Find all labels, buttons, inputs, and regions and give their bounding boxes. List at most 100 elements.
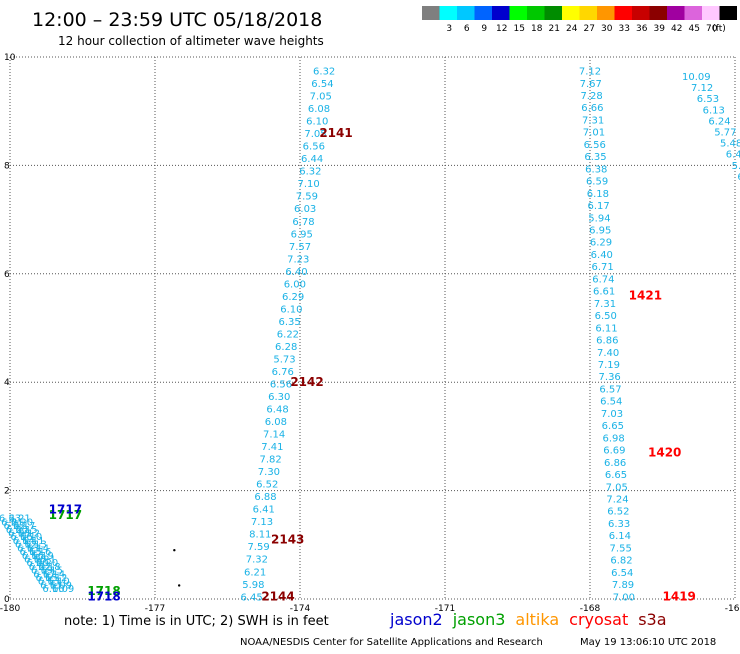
wave-height-value: 6.88: [254, 492, 276, 503]
track-s3a: 6.455.986.217.327.598.117.136.416.886.52…: [241, 67, 353, 604]
y-tick-label: 2: [4, 487, 10, 497]
wave-height-value: 6.14: [13, 536, 35, 547]
wave-height-value: 6.44: [301, 154, 323, 165]
wave-height-value: 7.24: [606, 494, 628, 505]
wave-height-value: 6.65: [602, 421, 624, 432]
wave-height-value: 6.00: [284, 279, 306, 290]
wave-height-value: 6.15: [35, 573, 57, 584]
wave-height-value: 6.41: [253, 505, 275, 516]
wave-height-value: 7.03: [601, 409, 623, 420]
wave-height-value: 6.33: [608, 519, 630, 530]
wave-height-value: 6.22: [3, 521, 25, 532]
wave-height-value: 7.13: [251, 517, 273, 528]
legend-swatch: [684, 6, 702, 20]
wave-height-value: 7.12: [691, 83, 713, 94]
wave-height-value: 6.56: [584, 140, 606, 151]
pass-label: 1420: [648, 446, 681, 460]
wave-height-value: 7.14: [263, 430, 285, 441]
satellite-name: s3a: [638, 610, 666, 629]
wave-height-value: 5.98: [242, 580, 264, 591]
legend-label: 24: [566, 24, 578, 34]
legend-swatch: [632, 6, 650, 20]
legend-label: 6: [464, 24, 470, 34]
x-tick-label: -168: [580, 604, 601, 614]
wave-height-value: 6.08: [308, 104, 330, 115]
wave-height-value: 6.98: [602, 433, 624, 444]
wave-height-value: 6.23: [0, 514, 21, 525]
wave-height-value: 6.22: [277, 329, 299, 340]
legend-swatch: [474, 6, 492, 20]
satellite-name: jason3: [452, 610, 506, 629]
wave-height-value: 7.12: [579, 67, 601, 78]
x-tick-label: -165: [725, 604, 740, 614]
color-legend: 3 6 9 12 15 18 21 24 27 30 33 36 39 42 45 70(ft): [422, 6, 737, 34]
pass-label: 2144: [261, 589, 294, 603]
wave-height-value: 6.13: [17, 543, 39, 554]
wave-height-value: 6.32: [299, 167, 321, 178]
wave-height-value: 7.05: [606, 482, 628, 493]
pass-label: 2143: [271, 532, 304, 546]
pass-label: 2141: [319, 126, 352, 140]
wave-height-value: 6.52: [256, 480, 278, 491]
wave-height-value: 6.54: [611, 568, 633, 579]
wave-height-value: 7.36: [599, 372, 621, 383]
wave-height-value: 7.23: [287, 254, 309, 265]
wave-height-value: 6.08: [265, 417, 287, 428]
legend-swatch: [614, 6, 632, 20]
wave-height-value: 6.40: [591, 250, 613, 261]
wave-height-value: 6.15: [41, 566, 63, 577]
wave-height-value: 6.28: [275, 342, 297, 353]
wave-height-value: 6.29: [590, 238, 612, 249]
legend-swatch: [457, 6, 475, 20]
wave-height-value: 6.40: [285, 267, 307, 278]
x-tick-label: -177: [145, 604, 165, 614]
legend-swatch: [439, 6, 457, 20]
pass-label: 1421: [629, 288, 662, 302]
legend-label: 15: [514, 24, 525, 34]
wave-height-value: 6.56: [303, 142, 325, 153]
wave-height-value: 6.16: [29, 547, 51, 558]
satellite-name: jason2: [389, 610, 443, 629]
legend-label: 30: [601, 24, 613, 34]
chart-subtitle: 12 hour collection of altimeter wave hei…: [58, 34, 324, 48]
satellite-legend: jason2 jason3 altika cryosat s3a: [389, 610, 667, 629]
track-s3a-east: 6.296.125.876.425.485.776.246.136.537.12…: [682, 72, 740, 183]
wave-height-value: 7.30: [258, 467, 280, 478]
wave-height-value: 6.11: [22, 536, 44, 547]
wave-height-value: 6.18: [8, 529, 30, 540]
wave-height-value: 6.10: [280, 304, 302, 315]
wave-height-value: 7.59: [247, 542, 269, 553]
wave-height-value: 5.94: [588, 213, 610, 224]
wave-height-value: 7.05: [304, 129, 326, 140]
satellite-tracks: 6.455.986.217.327.598.117.136.416.886.52…: [0, 67, 740, 604]
wave-height-value: 6.95: [291, 229, 313, 240]
wave-height-value: 6.17: [13, 521, 35, 532]
y-tick-label: 4: [4, 378, 10, 388]
wave-height-value: 6.12: [18, 529, 40, 540]
wave-height-value: 6.15: [15, 525, 37, 536]
wave-height-value: 6.14: [43, 569, 65, 580]
chart-title: 12:00 – 23:59 UTC 05/18/2018: [32, 9, 322, 31]
wave-height-value: 6.14: [27, 543, 49, 554]
legend-swatch: [492, 6, 510, 20]
wave-height-value: 6.22: [29, 562, 51, 573]
wave-height-value: 6.48: [266, 405, 288, 416]
legend-label: 9: [481, 24, 487, 34]
wave-height-value: 6.16: [22, 551, 44, 562]
wave-height-value: 5.77: [714, 128, 736, 139]
y-tick-label: 6: [4, 270, 10, 280]
wave-height-value: 7.82: [260, 455, 282, 466]
legend-swatch: [562, 6, 580, 20]
y-tick-label: 10: [4, 53, 16, 63]
legend-label: 70: [706, 24, 718, 34]
wave-height-value: 6.11: [595, 323, 617, 334]
wave-height-value: 6.21: [1, 517, 23, 528]
wave-height-value: 6.20: [26, 558, 48, 569]
wave-height-value: 6.29: [282, 292, 304, 303]
wave-height-value: 7.31: [594, 299, 616, 310]
track-jason3: 6.096.096.106.126.146.156.186.206.216.19…: [9, 508, 121, 598]
wave-height-value: 6.20: [36, 558, 58, 569]
wave-height-value: 6.42: [726, 150, 740, 161]
wave-height-value: 7.41: [261, 442, 283, 453]
